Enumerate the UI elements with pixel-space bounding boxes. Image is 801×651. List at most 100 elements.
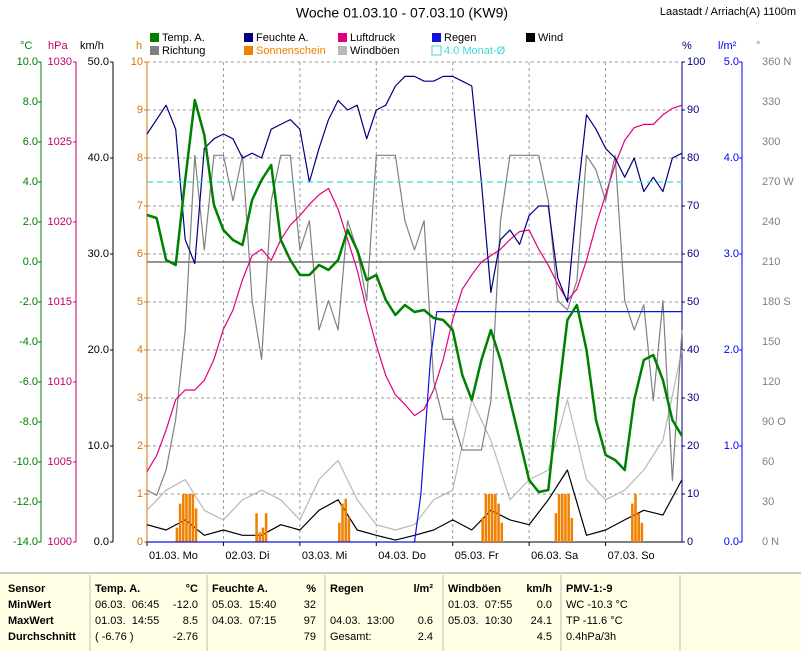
y-tick-label: 180 S <box>762 296 791 308</box>
y-tick-label: 10.0 <box>88 440 109 452</box>
y-tick-label: 330 <box>762 96 780 108</box>
x-tick-label: 04.03. Do <box>378 550 426 562</box>
sunshine-bar <box>341 503 344 542</box>
sunshine-bar <box>490 494 494 542</box>
legend-swatch <box>431 45 442 56</box>
legend-swatch <box>150 33 159 42</box>
x-tick-label: 01.03. Mo <box>149 550 198 562</box>
y-tick-label: 5.0 <box>724 56 739 68</box>
table-cell: 05.03. 15:40 <box>212 599 276 611</box>
y-tick-label: 0.0 <box>23 256 38 268</box>
axis-unit: hPa <box>48 40 68 52</box>
chart-title: Woche 01.03.10 - 07.03.10 (KW9) <box>296 5 508 21</box>
table-cell: 24.1 <box>531 615 552 627</box>
legend-label: Regen <box>444 32 476 44</box>
y-tick-label: 1025 <box>48 136 72 148</box>
y-tick-label: 120 <box>762 376 780 388</box>
table-header: °C <box>186 583 198 595</box>
y-tick-label: 40 <box>687 344 699 356</box>
table-cell: 04.03. 07:15 <box>212 615 276 627</box>
legend-label: Wind <box>538 32 563 44</box>
sunshine-bar <box>255 513 258 542</box>
y-tick-label: 50.0 <box>88 56 109 68</box>
table-cell: 0.4hPa/3h <box>566 631 616 643</box>
legend-swatch <box>150 46 159 55</box>
sunshine-bar <box>570 518 574 542</box>
x-tick-label: 05.03. Fr <box>455 550 499 562</box>
sunshine-bar <box>344 498 347 542</box>
table-header: Regen <box>330 583 364 595</box>
y-tick-label: 4 <box>137 344 143 356</box>
y-tick-label: 0.0 <box>724 536 739 548</box>
sunshine-bar <box>194 508 198 542</box>
station: Laastadt / Arriach(A) 1100m <box>660 6 796 18</box>
sunshine-bar <box>494 494 497 542</box>
sunshine-bar <box>347 518 351 542</box>
y-tick-label: 4.0 <box>23 176 38 188</box>
sunshine-bar <box>338 522 341 542</box>
y-tick-label: -14.0 <box>13 536 38 548</box>
table-cell: WC -10.3 °C <box>566 599 628 611</box>
series-line <box>147 311 682 543</box>
y-tick-label: 150 <box>762 336 780 348</box>
table-cell: -2.76 <box>173 631 198 643</box>
x-tick-label: 07.03. So <box>608 550 655 562</box>
legend-label: Feuchte A. <box>256 32 309 44</box>
y-tick-label: 8 <box>137 152 143 164</box>
table-cell: 2.4 <box>418 631 433 643</box>
row-label: Durchschnitt <box>8 631 76 643</box>
table-cell: TP -11.6 °C <box>566 615 623 627</box>
table-header: PMV-1:-9 <box>566 583 612 595</box>
y-tick-label: -4.0 <box>19 336 38 348</box>
y-tick-label: -2.0 <box>19 296 38 308</box>
x-tick-label: 03.03. Mi <box>302 550 347 562</box>
table-header: % <box>306 583 316 595</box>
y-tick-label: 7 <box>137 200 143 212</box>
y-tick-label: 30.0 <box>88 248 109 260</box>
y-tick-label: 10 <box>131 56 143 68</box>
axis-unit: h <box>136 40 142 52</box>
y-tick-label: 30 <box>762 496 774 508</box>
axis-unit: °C <box>20 40 32 52</box>
legend-swatch <box>244 33 253 42</box>
table-header: l/m² <box>413 583 433 595</box>
sunshine-bar <box>261 527 265 542</box>
sunshine-bar <box>484 494 488 542</box>
y-tick-label: 30 <box>687 392 699 404</box>
sunshine-bar <box>634 494 637 542</box>
legend-label: Windböen <box>350 45 400 57</box>
series-line <box>146 75 683 303</box>
y-tick-label: 1.0 <box>724 440 739 452</box>
sunshine-bar <box>175 527 179 542</box>
y-tick-label: -6.0 <box>19 376 38 388</box>
y-tick-label: 1000 <box>48 536 72 548</box>
table-cell: 06.03. 06:45 <box>95 599 159 611</box>
legend-swatch <box>526 33 535 42</box>
sunshine-bar <box>637 513 640 542</box>
table-header: Windböen <box>448 583 501 595</box>
y-tick-label: 20.0 <box>88 344 109 356</box>
y-tick-label: 80 <box>687 152 699 164</box>
y-tick-label: 10.0 <box>17 56 38 68</box>
y-tick-label: 90 <box>687 104 699 116</box>
row-label: MinWert <box>8 599 52 611</box>
table-header: Temp. A. <box>95 583 140 595</box>
sunshine-bar <box>557 494 561 542</box>
y-tick-label: 100 <box>687 56 705 68</box>
y-tick-label: 3 <box>137 392 143 404</box>
table-cell: 79 <box>304 631 316 643</box>
table-cell: 97 <box>304 615 316 627</box>
table-header: Feuchte A. <box>212 583 268 595</box>
legend-swatch <box>432 33 441 42</box>
y-tick-label: 270 W <box>762 176 794 188</box>
y-tick-label: 1005 <box>48 456 72 468</box>
y-tick-label: -10.0 <box>13 456 38 468</box>
y-tick-label: 300 <box>762 136 780 148</box>
table-cell: 32 <box>304 599 316 611</box>
y-tick-label: 0 <box>137 536 143 548</box>
y-tick-label: 2.0 <box>23 216 38 228</box>
legend-swatch <box>338 33 347 42</box>
table-cell: 0.6 <box>418 615 433 627</box>
y-tick-label: 8.0 <box>23 96 38 108</box>
